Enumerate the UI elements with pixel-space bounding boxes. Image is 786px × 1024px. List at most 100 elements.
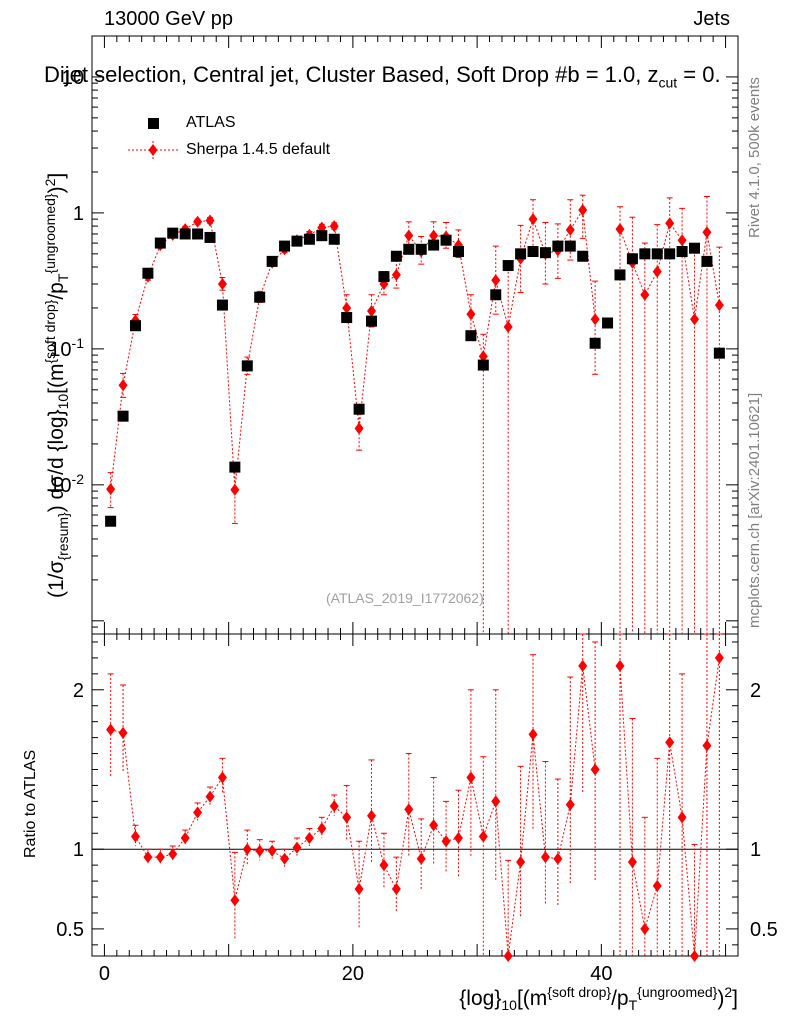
atlas-point	[266, 255, 278, 267]
ratio-tick-label-right: 1	[750, 839, 761, 861]
atlas-point	[229, 461, 241, 473]
atlas-point	[477, 359, 489, 371]
ratio-point	[280, 852, 290, 865]
atlas-point	[626, 253, 638, 265]
x-axis-label: {log}10[(m{soft drop}/pT{ungroomed})2]	[459, 984, 738, 1014]
atlas-point	[254, 291, 266, 303]
ratio-point	[155, 851, 165, 864]
ratio-point	[143, 851, 153, 864]
ratio-point	[379, 859, 389, 872]
sherpa-point	[217, 278, 227, 291]
atlas-point	[552, 240, 564, 252]
atlas-point	[154, 237, 166, 249]
ratio-tick-label-left: 2	[73, 680, 84, 702]
legend-marker-sherpa	[148, 144, 158, 156]
ratio-point	[565, 798, 575, 811]
atlas-point	[701, 255, 713, 267]
ratio-point	[677, 811, 687, 824]
sherpa-point	[193, 215, 203, 228]
ratio-point	[466, 771, 476, 784]
ratio-point	[168, 847, 178, 860]
atlas-point	[651, 248, 663, 260]
legend-label-sherpa: Sherpa 1.4.5 default	[186, 141, 331, 158]
x-tick-label: 0	[99, 963, 110, 985]
atlas-point	[664, 248, 676, 260]
atlas-point	[142, 267, 154, 279]
ratio-point	[578, 659, 588, 672]
sherpa-point	[329, 220, 339, 233]
ratio-point	[404, 803, 414, 816]
x-tick-label: 20	[342, 963, 364, 985]
atlas-point	[428, 239, 440, 251]
ratio-point	[652, 879, 662, 892]
sherpa-point	[404, 229, 414, 242]
atlas-point	[539, 247, 551, 259]
atlas-point	[639, 248, 651, 260]
ratio-point	[193, 806, 203, 819]
sherpa-point	[714, 299, 724, 312]
legend-markers	[128, 118, 180, 159]
y-tick-label: 10	[62, 67, 84, 89]
sherpa-point	[478, 350, 488, 363]
ratio-tick-label-left: 0.5	[56, 919, 84, 941]
ratio-point	[342, 811, 352, 824]
sherpa-point	[391, 268, 401, 281]
ratio-point	[130, 830, 140, 843]
side-label-rivet: Rivet 4.1.0, 500k events	[746, 77, 763, 238]
ratio-point	[441, 835, 451, 848]
ratio-point	[528, 728, 538, 741]
ratio-point	[640, 922, 650, 935]
sherpa-point	[230, 483, 240, 496]
sherpa-point	[342, 301, 352, 314]
sherpa-point	[528, 213, 538, 226]
ratio-point	[367, 809, 377, 822]
ratio-point	[317, 822, 327, 835]
sherpa-point	[503, 320, 513, 333]
legend-marker-atlas	[148, 118, 159, 129]
ratio-point	[217, 771, 227, 784]
atlas-point	[676, 246, 688, 258]
sherpa-point	[367, 304, 377, 317]
atlas-point	[117, 410, 129, 422]
atlas-point	[465, 330, 477, 342]
sherpa-series-ratio	[106, 633, 724, 962]
y-tick-label: 1	[73, 203, 84, 225]
sherpa-line	[110, 208, 596, 490]
sherpa-point	[354, 422, 364, 435]
atlas-point	[490, 289, 502, 301]
atlas-point	[353, 403, 365, 415]
ratio-point	[391, 883, 401, 896]
atlas-point	[303, 233, 315, 245]
ratio-point	[230, 894, 240, 907]
sherpa-point	[652, 265, 662, 278]
atlas-point	[564, 240, 576, 252]
side-label-mcplots: mcplots.cern.ch [arXiv:2401.10621]	[746, 392, 763, 628]
header-left: 13000 GeV pp	[104, 8, 233, 30]
ratio-point	[106, 723, 116, 736]
atlas-point	[167, 227, 179, 239]
atlas-point	[689, 242, 701, 254]
ratio-point	[255, 844, 265, 857]
ratio-tick-label-left: 1	[73, 839, 84, 861]
ratio-point	[242, 843, 252, 856]
ratio-axis-label: Ratio to ATLAS	[22, 749, 39, 858]
sherpa-point	[205, 214, 215, 227]
atlas-point	[341, 312, 353, 324]
ratio-point	[453, 832, 463, 845]
ratio-point	[267, 844, 277, 857]
atlas-point	[105, 515, 117, 527]
atlas-point	[602, 317, 614, 329]
sherpa-point	[578, 204, 588, 217]
ratio-point	[304, 832, 314, 845]
ratio-point	[180, 832, 190, 845]
atlas-point	[502, 260, 514, 272]
ratio-point	[478, 830, 488, 843]
ratio-point	[615, 659, 625, 672]
ratio-point	[590, 763, 600, 776]
ratio-point	[429, 819, 439, 832]
atlas-point	[129, 320, 141, 332]
atlas-point	[440, 234, 452, 246]
sherpa-point	[702, 226, 712, 239]
ratio-point	[553, 852, 563, 865]
